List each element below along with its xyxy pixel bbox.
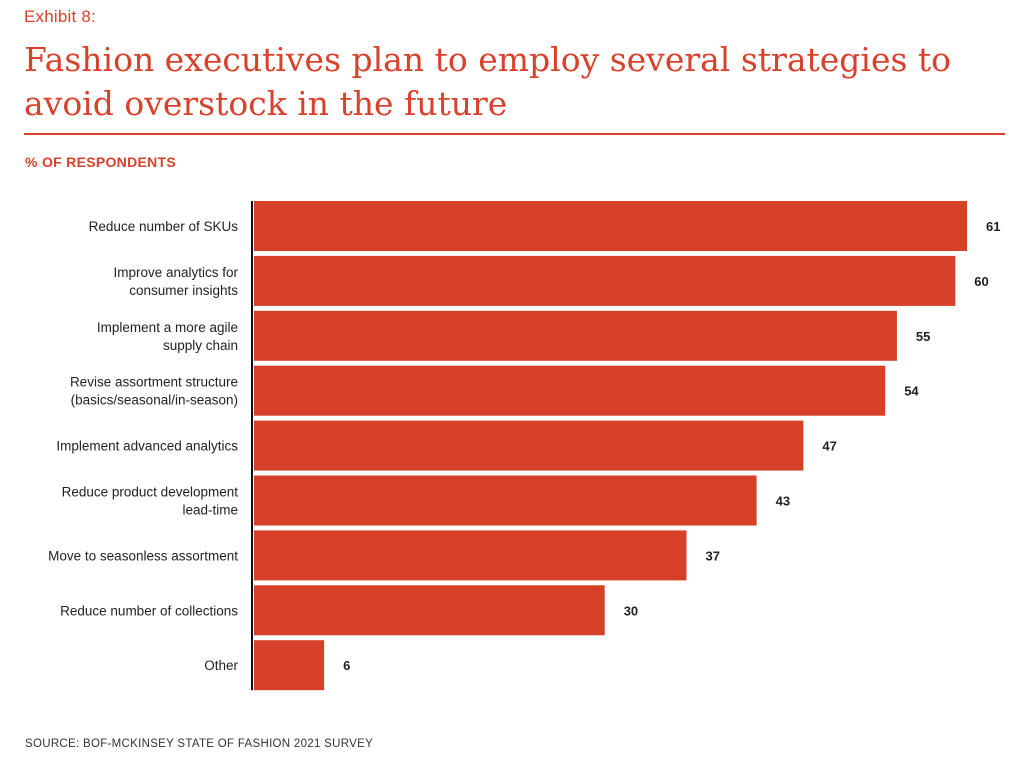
source-note: SOURCE: BOF-MCKINSEY STATE OF FASHION 20… bbox=[25, 738, 374, 750]
bar-value-label: 54 bbox=[904, 384, 919, 399]
category-label: Other bbox=[204, 658, 238, 673]
bar bbox=[254, 365, 886, 416]
bar bbox=[254, 255, 956, 306]
bar-value-label: 37 bbox=[706, 548, 720, 563]
bar-value-label: 6 bbox=[343, 658, 350, 673]
bar-value-label: 30 bbox=[624, 603, 638, 618]
category-label: Reduce number of SKUs bbox=[89, 219, 239, 234]
bar-value-label: 47 bbox=[822, 439, 836, 454]
category-label: Implement advanced analytics bbox=[56, 439, 238, 454]
bar-value-label: 61 bbox=[986, 219, 1000, 234]
bar-value-label: 55 bbox=[916, 329, 930, 344]
bar bbox=[254, 585, 605, 636]
bar bbox=[254, 310, 897, 361]
chart-title: Fashion executives plan to employ severa… bbox=[24, 40, 952, 123]
category-label: Reduce number of collections bbox=[60, 603, 238, 618]
bar bbox=[254, 530, 687, 581]
bar bbox=[254, 640, 325, 691]
bar-value-label: 60 bbox=[974, 274, 988, 289]
bar-value-label: 43 bbox=[776, 494, 790, 509]
category-label: Improve analytics for consumer insights bbox=[113, 265, 238, 298]
category-label: Move to seasonless assortment bbox=[48, 548, 238, 563]
bar bbox=[254, 201, 967, 251]
exhibit-label: Exhibit 8: bbox=[24, 7, 96, 26]
category-label: Revise assortment structure (basics/seaso… bbox=[70, 375, 238, 408]
chart-subtitle: % OF RESPONDENTS bbox=[25, 154, 177, 170]
category-label: Implement a more agile supply chain bbox=[97, 320, 238, 353]
bar bbox=[254, 420, 804, 471]
category-label: Reduce product development lead-time bbox=[62, 485, 239, 518]
bar bbox=[254, 475, 757, 526]
title-divider bbox=[24, 133, 1005, 135]
